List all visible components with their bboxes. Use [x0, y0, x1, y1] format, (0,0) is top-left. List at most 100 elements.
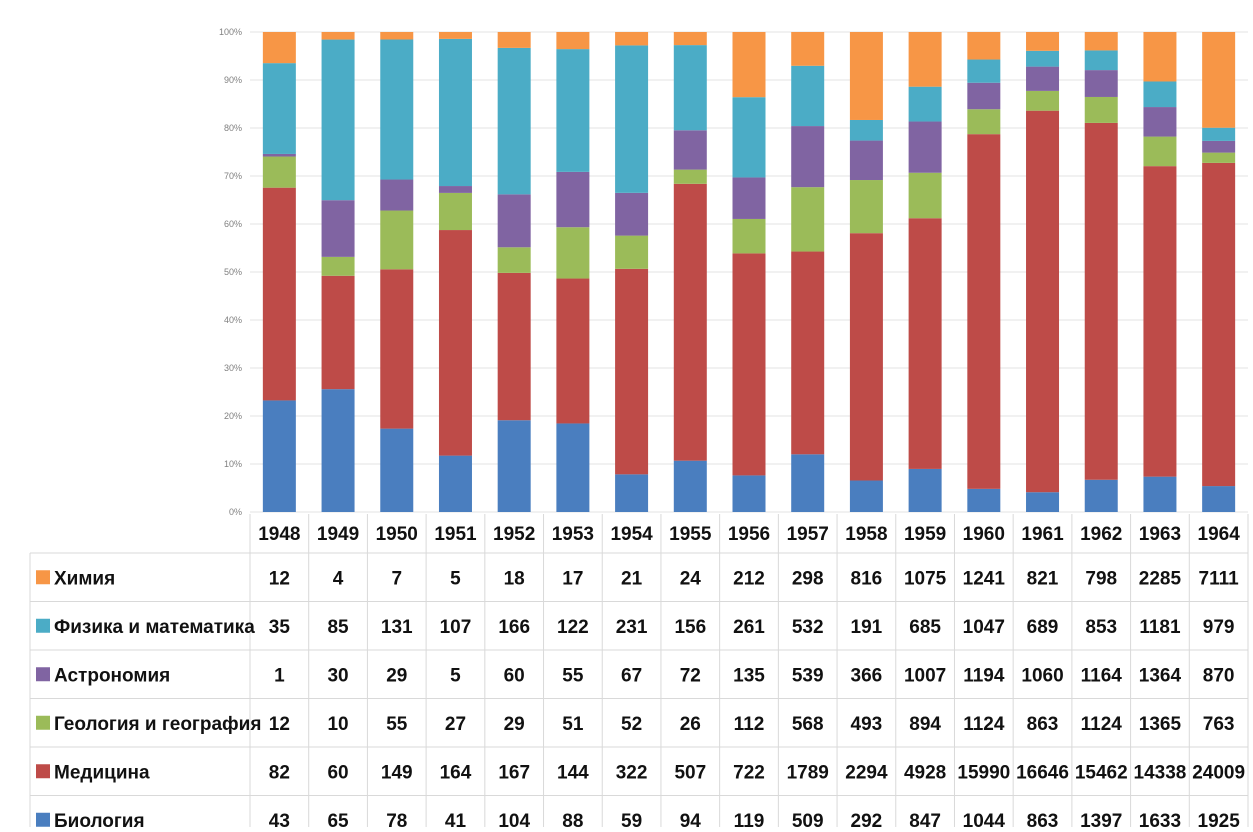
bar-segment-1960-3 — [967, 82, 1001, 110]
data-cell: 18 — [504, 568, 525, 589]
bar-segment-1956-3 — [732, 177, 766, 219]
bar-segment-1961-1 — [1026, 110, 1060, 493]
data-cell: 55 — [386, 714, 408, 735]
data-cell: 722 — [733, 762, 765, 783]
data-cell: 1241 — [963, 568, 1006, 589]
bar-segment-1955-4 — [673, 45, 707, 131]
y-tick-label: 40% — [224, 315, 242, 325]
bar-segment-1953-5 — [556, 32, 590, 50]
bar-segment-1951-4 — [438, 38, 472, 187]
bar-segment-1949-0 — [321, 389, 355, 512]
data-cell: 15462 — [1075, 762, 1128, 783]
bar-segment-1958-3 — [849, 140, 883, 181]
bar-segment-1957-3 — [791, 126, 825, 188]
data-cell: 52 — [621, 714, 642, 735]
bar-segment-1956-2 — [732, 218, 766, 254]
bar-segment-1957-1 — [791, 251, 825, 455]
bar-segment-1959-2 — [908, 172, 942, 219]
data-cell: 816 — [851, 568, 883, 589]
y-tick-label: 70% — [224, 171, 242, 181]
data-cell: 43 — [269, 811, 290, 827]
x-tick-label: 1949 — [317, 524, 359, 545]
bar-segment-1953-1 — [556, 278, 590, 424]
data-cell: 78 — [386, 811, 407, 827]
data-cell: 41 — [445, 811, 467, 827]
data-cell: 1044 — [963, 811, 1006, 827]
bar-segment-1963-3 — [1143, 107, 1177, 137]
bar-segment-1963-0 — [1143, 476, 1177, 512]
x-tick-label: 1964 — [1198, 524, 1241, 545]
bar-segment-1951-0 — [438, 455, 472, 512]
data-cell: 1124 — [1081, 714, 1123, 735]
data-cell: 1007 — [904, 665, 946, 686]
bar-segment-1958-4 — [849, 119, 883, 141]
x-tick-label: 1948 — [258, 524, 300, 545]
x-tick-label: 1957 — [787, 524, 829, 545]
data-cell: 72 — [680, 665, 701, 686]
bar-segment-1960-5 — [967, 32, 1001, 60]
data-cell: 82 — [269, 762, 290, 783]
data-cell: 7111 — [1199, 568, 1240, 589]
bar-segment-1957-4 — [791, 65, 825, 127]
data-cell: 30 — [327, 665, 348, 686]
bar-segment-1950-1 — [380, 269, 414, 429]
bar-segment-1948-5 — [262, 32, 296, 64]
bar-segment-1962-0 — [1084, 479, 1118, 512]
bar-segment-1952-2 — [497, 247, 531, 273]
data-cell: 685 — [909, 617, 941, 638]
bar-segment-1949-5 — [321, 32, 355, 40]
bar-segment-1963-1 — [1143, 166, 1177, 477]
bar-segment-1963-4 — [1143, 81, 1177, 108]
bar-segment-1961-4 — [1026, 50, 1060, 67]
bar-segment-1949-4 — [321, 39, 355, 201]
data-cell: 231 — [616, 617, 648, 638]
data-cell: 107 — [440, 617, 472, 638]
data-cell: 4 — [333, 568, 344, 589]
y-tick-label: 60% — [224, 219, 242, 229]
table-row-label: Астрономия — [54, 665, 170, 686]
data-cell: 164 — [440, 762, 472, 783]
bar-segment-1955-3 — [673, 130, 707, 170]
x-tick-label: 1954 — [610, 524, 653, 545]
data-cell: 292 — [851, 811, 883, 827]
bar-segment-1949-2 — [321, 256, 355, 276]
x-tick-label: 1958 — [845, 524, 887, 545]
data-cell: 1194 — [963, 665, 1005, 686]
data-cell: 21 — [621, 568, 643, 589]
y-tick-label: 100% — [219, 27, 242, 37]
table-row-label: Химия — [54, 568, 115, 589]
bar-segment-1951-1 — [438, 230, 472, 456]
bar-segment-1955-5 — [673, 32, 707, 46]
y-tick-label: 10% — [224, 459, 242, 469]
data-cell: 55 — [562, 665, 584, 686]
bar-segment-1964-4 — [1202, 127, 1236, 141]
data-cell: 51 — [562, 714, 584, 735]
y-tick-label: 20% — [224, 411, 242, 421]
legend-key-1 — [36, 764, 50, 779]
data-cell: 85 — [327, 617, 349, 638]
data-cell: 539 — [792, 665, 824, 686]
bar-segment-1963-2 — [1143, 136, 1177, 167]
bar-segment-1953-4 — [556, 49, 590, 172]
data-cell: 1181 — [1139, 617, 1181, 638]
bar-segment-1959-3 — [908, 121, 942, 173]
bar-segment-1951-5 — [438, 32, 472, 39]
y-tick-label: 90% — [224, 75, 242, 85]
data-cell: 863 — [1027, 714, 1059, 735]
data-cell: 212 — [733, 568, 765, 589]
data-cell: 16646 — [1016, 762, 1069, 783]
data-cell: 144 — [557, 762, 589, 783]
bar-segment-1956-0 — [732, 475, 766, 512]
table-row-label: Медицина — [54, 762, 150, 783]
data-cell: 1397 — [1080, 811, 1122, 827]
bar-segment-1960-2 — [967, 109, 1001, 135]
bar-segment-1952-1 — [497, 272, 531, 421]
data-cell: 27 — [445, 714, 466, 735]
data-cell: 509 — [792, 811, 824, 827]
bar-segment-1949-3 — [321, 200, 355, 257]
x-tick-label: 1959 — [904, 524, 946, 545]
bar-segment-1953-3 — [556, 171, 590, 228]
bar-segment-1958-2 — [849, 180, 883, 234]
data-cell: 798 — [1085, 568, 1117, 589]
table-row-label: Физика и математика — [54, 617, 255, 638]
